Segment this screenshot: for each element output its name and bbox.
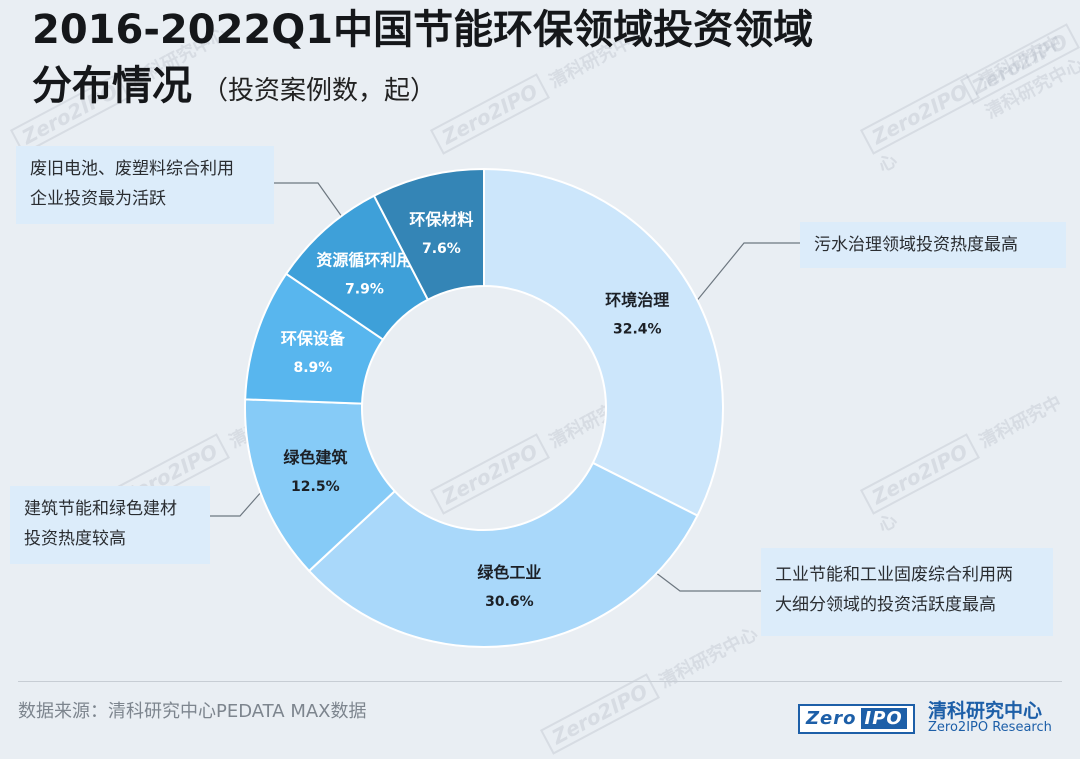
leader-line-recycle: [274, 182, 353, 232]
callout-env: 污水治理领域投资热度最高: [800, 222, 1066, 268]
chart-title-line1: 2016-2022Q1中国节能环保领域投资领域: [32, 7, 814, 53]
chart-title: 2016-2022Q1中国节能环保领域投资领域 分布情况 （投资案例数，起）: [32, 2, 992, 119]
slice-value-environment-governance: 32.4%: [613, 322, 662, 338]
brand-block: Zero IPO 清科研究中心 Zero2IPO Research: [798, 692, 1068, 742]
slice-label-env-equipment: 环保设备: [281, 329, 346, 348]
brand-logo-text: Zero: [806, 708, 857, 729]
slice-label-env-materials: 环保材料: [409, 210, 473, 229]
data-source: 数据来源：清科研究中心PEDATA MAX数据: [18, 701, 367, 722]
leader-line-env: [685, 242, 800, 315]
slice-value-env-materials: 7.6%: [422, 241, 461, 257]
leader-line-industry: [646, 565, 761, 592]
slice-green-industry: [307, 461, 699, 648]
slice-value-green-building: 12.5%: [291, 479, 340, 495]
brand-name-en: Zero2IPO Research: [928, 720, 1052, 735]
chart-title-line2: 分布情况 （投资案例数，起）: [32, 58, 992, 119]
brand-logo-ipo: IPO: [860, 708, 907, 729]
chart-unit: （投资案例数，起）: [202, 76, 437, 106]
callout-industry: 工业节能和工业固废综合利用两 大细分领域的投资活跃度最高: [761, 548, 1053, 636]
slice-label-green-building: 绿色建筑: [283, 448, 347, 467]
brand-name-cn: 清科研究中心: [928, 700, 1043, 722]
slice-environment-governance: [483, 167, 724, 517]
slice-value-env-equipment: 8.9%: [294, 360, 333, 376]
callout-industry-line1: 工业节能和工业固废综合利用两: [775, 565, 1013, 585]
slice-value-green-industry: 30.6%: [485, 594, 534, 610]
slice-value-resource-recycling: 7.9%: [345, 281, 384, 297]
slice-label-environment-governance: 环境治理: [605, 291, 669, 310]
callout-building-line2: 投资热度较高: [24, 529, 126, 549]
callout-env-line1: 污水治理领域投资热度最高: [814, 235, 1018, 255]
slice-label-green-industry: 绿色工业: [477, 563, 541, 582]
callout-recycle-line1: 废旧电池、废塑料综合利用: [30, 159, 234, 179]
callout-recycle-line2: 企业投资最为活跃: [30, 189, 166, 209]
callout-building-line1: 建筑节能和绿色建材: [24, 499, 177, 519]
callout-building: 建筑节能和绿色建材 投资热度较高: [10, 486, 210, 564]
callout-industry-line2: 大细分领域的投资活跃度最高: [775, 595, 996, 615]
chart-title-main: 分布情况: [32, 63, 192, 109]
zero2ipo-logo: Zero IPO: [798, 704, 915, 734]
footer-divider: [18, 681, 1062, 682]
callout-recycle: 废旧电池、废塑料综合利用 企业投资最为活跃: [16, 146, 274, 224]
slice-env-materials: [372, 167, 485, 302]
slice-label-resource-recycling: 资源循环利用: [316, 250, 412, 269]
